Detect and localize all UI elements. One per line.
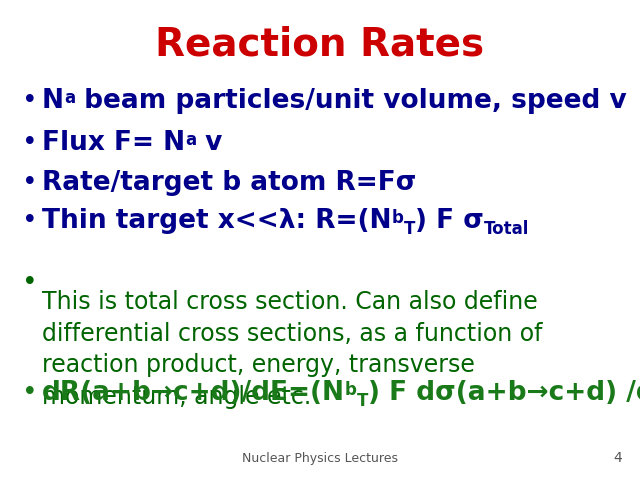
Text: a: a xyxy=(185,131,196,149)
Text: Rate/target b atom R=Fσ: Rate/target b atom R=Fσ xyxy=(42,170,417,196)
Text: beam particles/unit volume, speed v: beam particles/unit volume, speed v xyxy=(75,88,627,114)
Text: Reaction Rates: Reaction Rates xyxy=(156,26,484,64)
Text: dR(a+b→c+d)/dE=(N: dR(a+b→c+d)/dE=(N xyxy=(42,380,345,406)
Text: Nuclear Physics Lectures: Nuclear Physics Lectures xyxy=(242,452,398,465)
Text: Total: Total xyxy=(484,220,529,238)
Text: This is total cross section. Can also define
differential cross sections, as a f: This is total cross section. Can also de… xyxy=(42,290,543,409)
Text: •: • xyxy=(22,130,38,156)
Text: v: v xyxy=(196,130,223,156)
Text: •: • xyxy=(22,270,38,296)
Text: N: N xyxy=(42,88,64,114)
Text: •: • xyxy=(22,170,38,196)
Text: a: a xyxy=(64,89,75,107)
Text: •: • xyxy=(22,380,38,406)
Text: •: • xyxy=(22,88,38,114)
Text: ) F dσ(a+b→c+d) /dE: ) F dσ(a+b→c+d) /dE xyxy=(368,380,640,406)
Text: ) F σ: ) F σ xyxy=(415,208,484,234)
Text: 4: 4 xyxy=(613,451,622,465)
Text: Flux F= N: Flux F= N xyxy=(42,130,185,156)
Text: b: b xyxy=(345,381,357,399)
Text: T: T xyxy=(403,220,415,238)
Text: Thin target x<<λ: R=(N: Thin target x<<λ: R=(N xyxy=(42,208,392,234)
Text: •: • xyxy=(22,208,38,234)
Text: b: b xyxy=(392,209,403,227)
Text: T: T xyxy=(357,392,368,410)
